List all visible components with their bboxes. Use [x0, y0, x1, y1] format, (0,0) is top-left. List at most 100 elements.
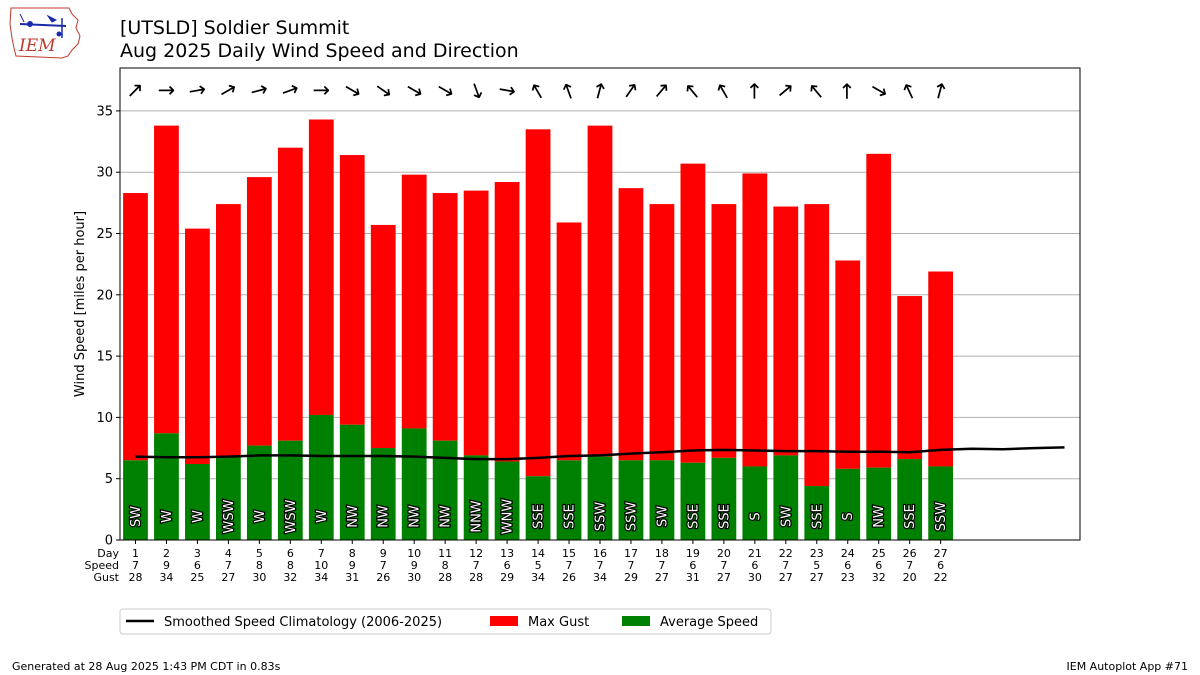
- speed-label-21: 6: [751, 559, 758, 572]
- direction-label-day-4: WSW: [222, 499, 237, 533]
- wind-arrow-icon-day-21: →: [742, 82, 766, 100]
- gust-label-24: 23: [841, 571, 855, 584]
- legend-label-avg: Average Speed: [660, 615, 758, 630]
- day-label-18: 18: [655, 547, 669, 560]
- direction-label-day-6: WSW: [284, 499, 299, 533]
- avg-bar-day-2: [154, 433, 179, 540]
- gust-bar-day-5: [246, 177, 272, 446]
- gust-label-16: 34: [593, 571, 607, 584]
- avg-bar-day-25: [866, 467, 892, 540]
- wind-arrow-icon-day-5: →: [247, 76, 270, 104]
- day-label-25: 25: [872, 547, 886, 560]
- direction-label-day-23: SSE: [810, 504, 825, 529]
- gust-label-11: 28: [438, 571, 452, 584]
- wind-arrow-icon-day-12: →: [463, 78, 492, 103]
- direction-label-day-3: W: [191, 510, 206, 523]
- speed-label-23: 5: [813, 559, 820, 572]
- day-label-1: 1: [132, 547, 139, 560]
- wind-arrow-icon-day-11: →: [432, 75, 459, 105]
- avg-bar-day-19: [680, 462, 706, 540]
- day-label-20: 20: [717, 547, 731, 560]
- direction-label-day-12: NNW: [470, 500, 485, 532]
- day-label-22: 22: [779, 547, 793, 560]
- wind-arrow-icon-day-23: →: [801, 77, 831, 106]
- direction-label-day-26: SSE: [903, 504, 918, 529]
- avg-bar-day-9: [370, 448, 396, 540]
- y-tick-label-35: 35: [96, 104, 113, 119]
- gust-bar-day-15: [556, 222, 582, 461]
- avg-bar-day-15: [556, 460, 582, 540]
- speed-label-5: 8: [256, 559, 263, 572]
- direction-label-day-22: SW: [779, 506, 794, 527]
- gust-bar-day-6: [277, 147, 303, 441]
- wind-arrow-icon-day-4: →: [214, 75, 241, 105]
- avg-bar-day-23: [804, 486, 830, 540]
- speed-label-3: 6: [194, 559, 201, 572]
- direction-label-day-21: S: [748, 512, 763, 520]
- direction-label-day-24: S: [841, 512, 856, 520]
- wind-arrow-icon-day-10: →: [401, 75, 428, 105]
- avg-bar-day-17: [618, 460, 644, 540]
- gust-bar-day-1: [123, 193, 148, 461]
- gust-label-19: 31: [686, 571, 700, 584]
- gust-bar-day-14: [525, 129, 551, 477]
- speed-label-19: 6: [689, 559, 696, 572]
- avg-bar-day-16: [587, 456, 613, 540]
- avg-bar-day-27: [928, 466, 954, 540]
- speed-label-14: 5: [535, 559, 542, 572]
- day-label-23: 23: [810, 547, 824, 560]
- wind-arrow-icon-day-24: →: [835, 82, 859, 100]
- gust-label-26: 20: [903, 571, 917, 584]
- day-label-27: 27: [934, 547, 948, 560]
- wind-arrow-icon-day-17: →: [615, 76, 645, 104]
- gust-bar-day-3: [185, 228, 210, 464]
- avg-bar-day-14: [525, 476, 551, 540]
- avg-bar-day-3: [185, 463, 210, 540]
- day-label-2: 2: [163, 547, 170, 560]
- wind-arrow-icon-day-25: →: [866, 75, 893, 105]
- day-label-4: 4: [225, 547, 232, 560]
- avg-bar-day-8: [339, 424, 365, 540]
- gust-bar-day-23: [804, 204, 830, 487]
- avg-bar-day-22: [773, 455, 799, 540]
- wind-arrow-icon-day-1: →: [120, 76, 149, 105]
- wind-arrow-icon-day-8: →: [339, 75, 366, 105]
- gust-bar-day-19: [680, 163, 706, 463]
- day-label-14: 14: [531, 547, 545, 560]
- gust-label-25: 32: [872, 571, 886, 584]
- gust-label-8: 31: [345, 571, 359, 584]
- avg-bar-day-26: [897, 459, 923, 540]
- wind-arrow-icon-day-2: →: [158, 78, 176, 102]
- avg-bar-day-5: [246, 445, 272, 540]
- gust-label-17: 29: [624, 571, 638, 584]
- gust-label-13: 29: [500, 571, 514, 584]
- gust-bar-day-21: [742, 173, 768, 467]
- gust-bar-day-17: [618, 188, 644, 461]
- avg-bar-day-12: [463, 455, 489, 540]
- speed-label-7: 10: [314, 559, 328, 572]
- direction-label-day-9: NW: [377, 505, 392, 528]
- day-label-3: 3: [194, 547, 201, 560]
- iowa-outline-icon: [9, 7, 81, 59]
- speed-label-8: 9: [349, 559, 356, 572]
- logo-text: IEM: [18, 36, 56, 56]
- gust-label-18: 27: [655, 571, 669, 584]
- direction-arrows: → → → → → → → → → → → → → → → → → → → → → → → → → → →: [120, 75, 953, 106]
- day-label-13: 13: [500, 547, 514, 560]
- bars: [123, 119, 954, 540]
- speed-label-6: 8: [287, 559, 294, 572]
- weather-station-icon: [19, 13, 67, 38]
- direction-label-day-13: WNW: [501, 499, 516, 535]
- gust-label-27: 22: [934, 571, 948, 584]
- wind-arrow-icon-day-26: →: [894, 78, 923, 104]
- gust-label-10: 30: [407, 571, 421, 584]
- legend-label-gust: Max Gust: [528, 615, 589, 630]
- y-tick-label-30: 30: [96, 166, 113, 181]
- speed-label-22: 7: [782, 559, 789, 572]
- y-tick-label-0: 0: [105, 534, 113, 549]
- direction-label-day-11: NW: [439, 505, 454, 528]
- y-tick-label-5: 5: [105, 472, 113, 487]
- day-label-21: 21: [748, 547, 762, 560]
- gust-bar-day-16: [587, 125, 613, 457]
